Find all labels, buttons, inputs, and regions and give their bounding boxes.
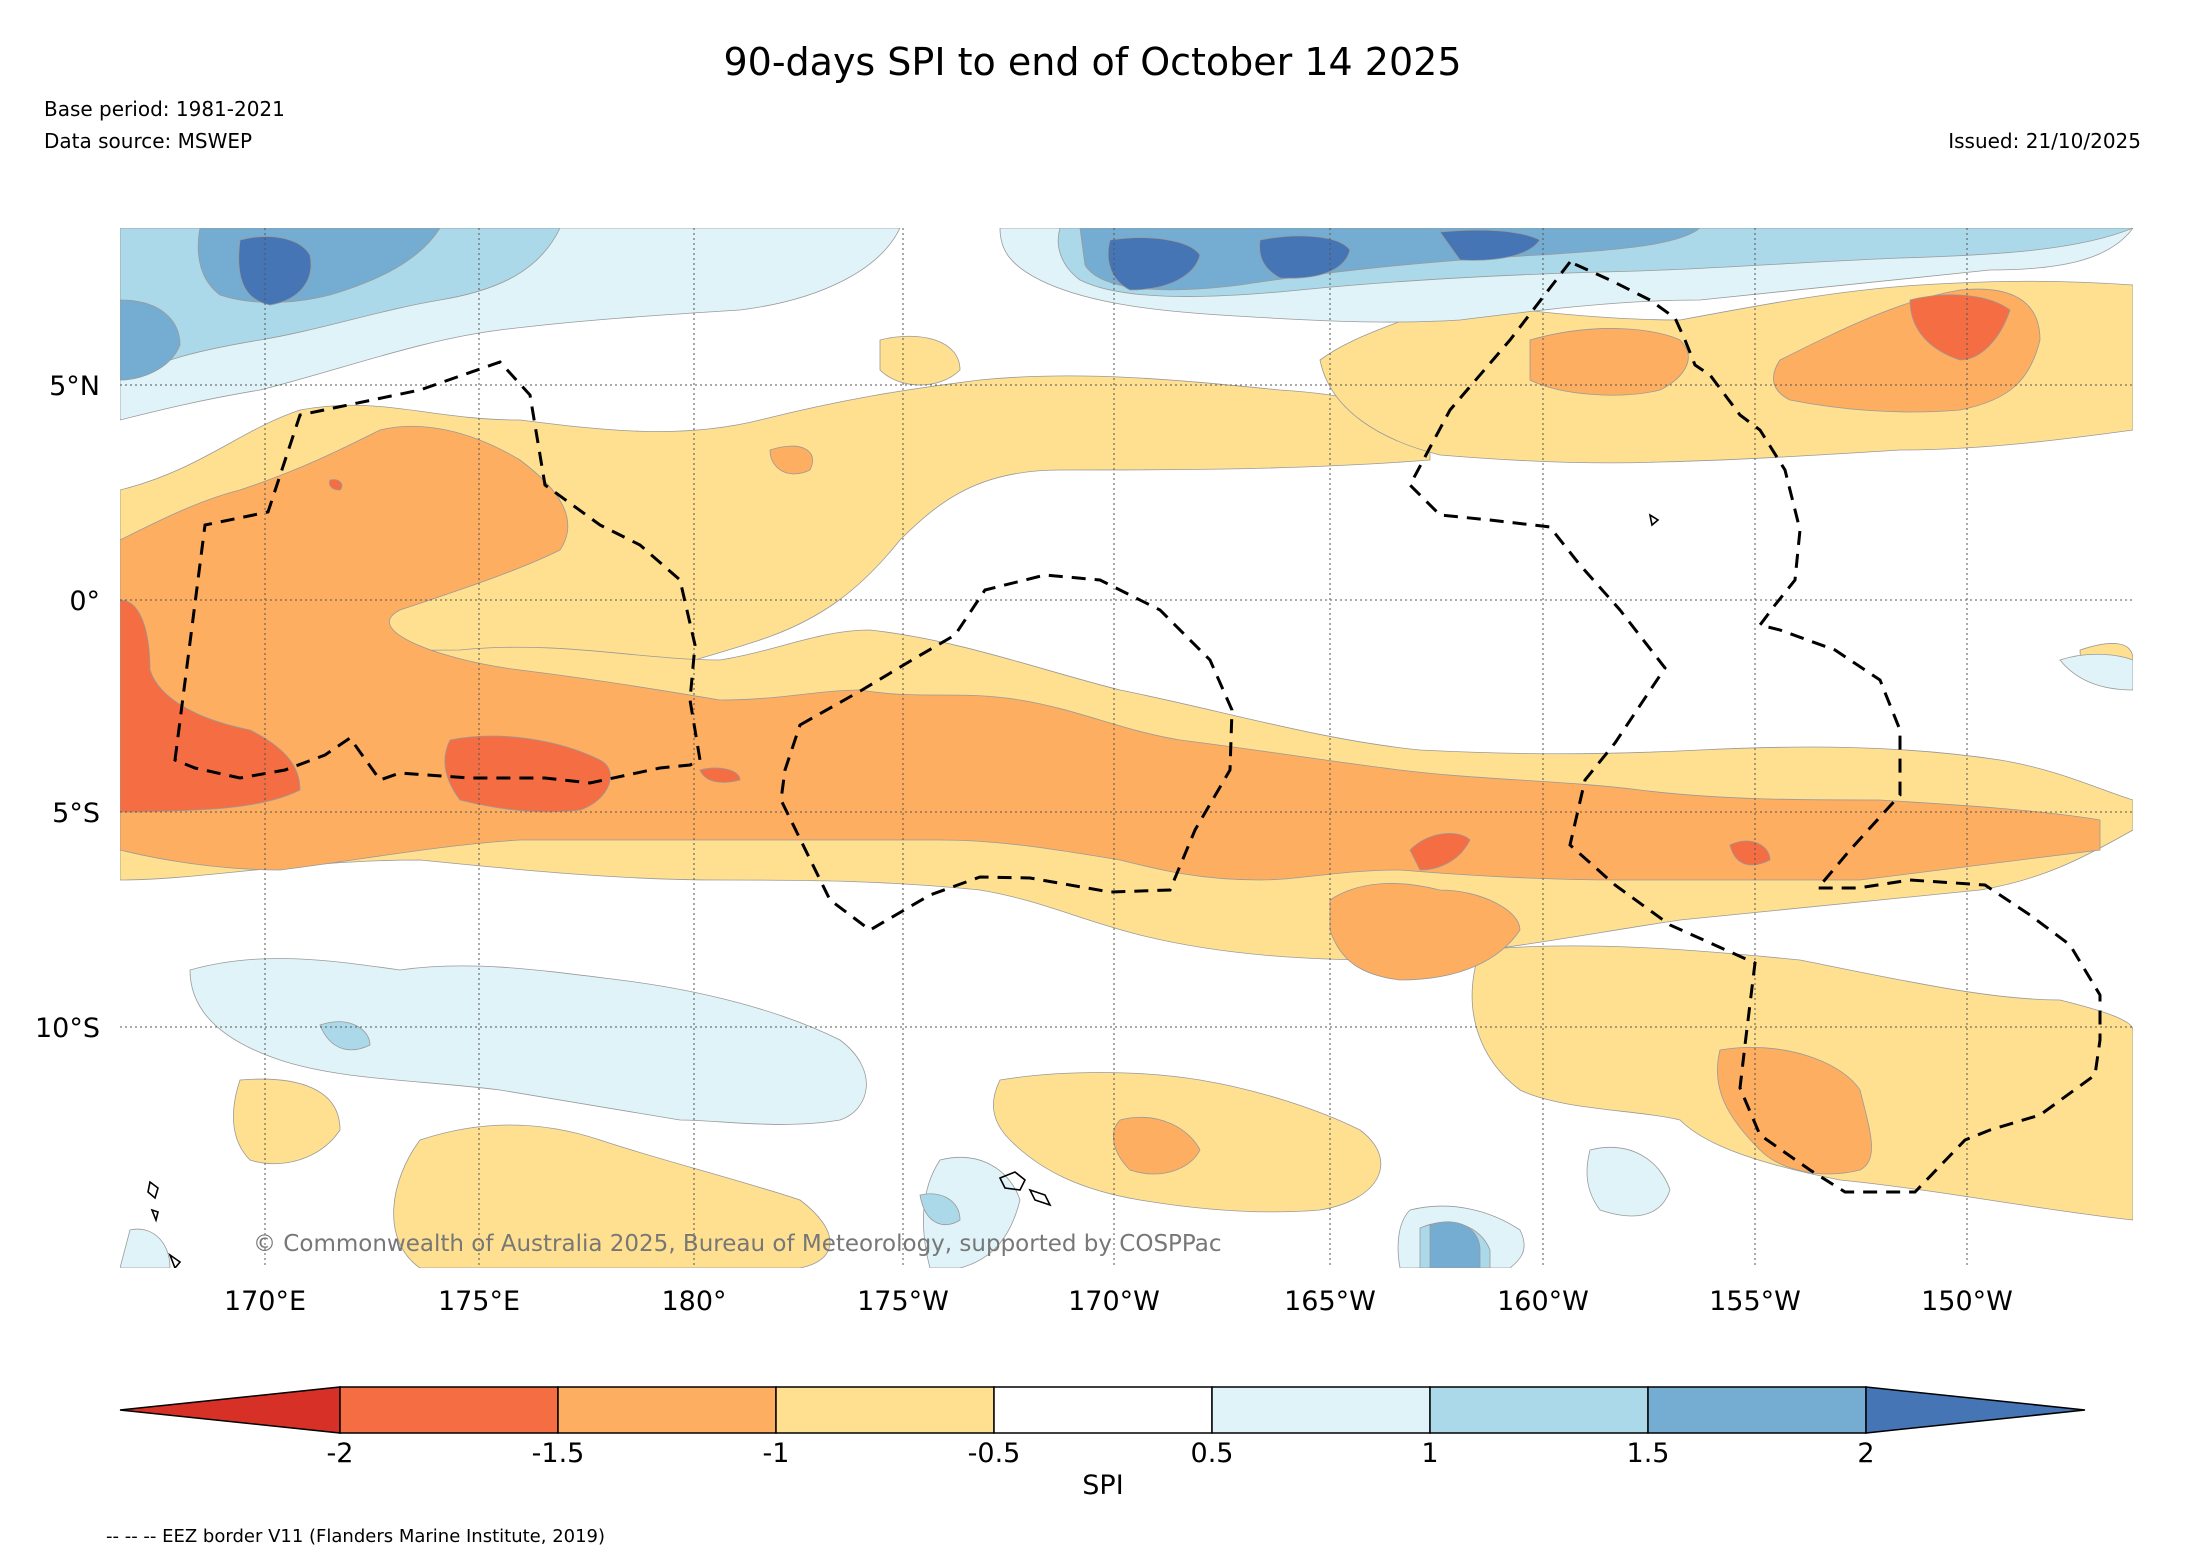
colorbar-segment [775, 1386, 995, 1434]
lon-label: 155°W [1709, 1286, 1801, 1317]
eez-borders [173, 260, 2102, 1194]
colorbar-label: SPI [1082, 1470, 1123, 1501]
islands [147, 513, 1660, 1268]
colorbar-tick-label: -0.5 [968, 1438, 1021, 1469]
colorbar-segment [557, 1386, 777, 1434]
colorbar-tick-label: 1 [1421, 1438, 1438, 1469]
lon-label: 170°E [224, 1286, 306, 1317]
colorbar-segment [1429, 1386, 1649, 1434]
colorbar-segment [1865, 1386, 2086, 1434]
colorbar-segment [1211, 1386, 1431, 1434]
colorbar-segment [119, 1386, 341, 1434]
colorbar-tick-label: 0.5 [1191, 1438, 1234, 1469]
map-title: 90-days SPI to end of October 14 2025 [723, 40, 1462, 84]
lon-label: 165°W [1284, 1286, 1376, 1317]
lon-label: 180° [661, 1286, 726, 1317]
spi-class-exceptionally-wet [238, 229, 1541, 306]
colorbar-tick-label: -2 [327, 1438, 354, 1469]
issued-date: Issued: 21/10/2025 [1948, 129, 2141, 153]
lon-label: 160°W [1497, 1286, 1589, 1317]
colorbar-segment [339, 1386, 559, 1434]
gridlines [120, 228, 2133, 1268]
copyright: © Commonwealth of Australia 2025, Bureau… [253, 1231, 1222, 1257]
colorbar-tick-label: 2 [1857, 1438, 1874, 1469]
lon-label: 175°W [857, 1286, 949, 1317]
colorbar-tick-label: -1.5 [532, 1438, 585, 1469]
longitude-labels: 170°E 175°E 180° 175°W 170°W 165°W 160°W… [224, 1286, 2013, 1317]
lon-label: 170°W [1068, 1286, 1160, 1317]
spi-class-extremely-dry [120, 294, 2011, 871]
colorbar [119, 1386, 2086, 1434]
colorbar-segment [1647, 1386, 1867, 1434]
latitude-labels: 5°N 0° 5°S 10°S [35, 371, 100, 1044]
colorbar-ticks: -2 -1.5 -1 -0.5 0.5 1 1.5 2 [327, 1438, 1875, 1469]
eez-footnote: -- -- -- EEZ border V11 (Flanders Marine… [106, 1526, 606, 1547]
map-panel: © Commonwealth of Australia 2025, Bureau… [120, 228, 2133, 1268]
lon-label: 175°E [438, 1286, 520, 1317]
colorbar-tick-label: -1 [763, 1438, 790, 1469]
lat-label: 5°N [49, 371, 100, 402]
base-period: Base period: 1981-2021 [44, 97, 285, 121]
lat-label: 0° [69, 586, 100, 617]
data-source: Data source: MSWEP [44, 129, 253, 153]
lon-label: 150°W [1921, 1286, 2013, 1317]
lat-label: 10°S [35, 1013, 100, 1044]
lat-label: 5°S [52, 798, 100, 829]
colorbar-tick-label: 1.5 [1627, 1438, 1670, 1469]
colorbar-segment [993, 1386, 1213, 1434]
